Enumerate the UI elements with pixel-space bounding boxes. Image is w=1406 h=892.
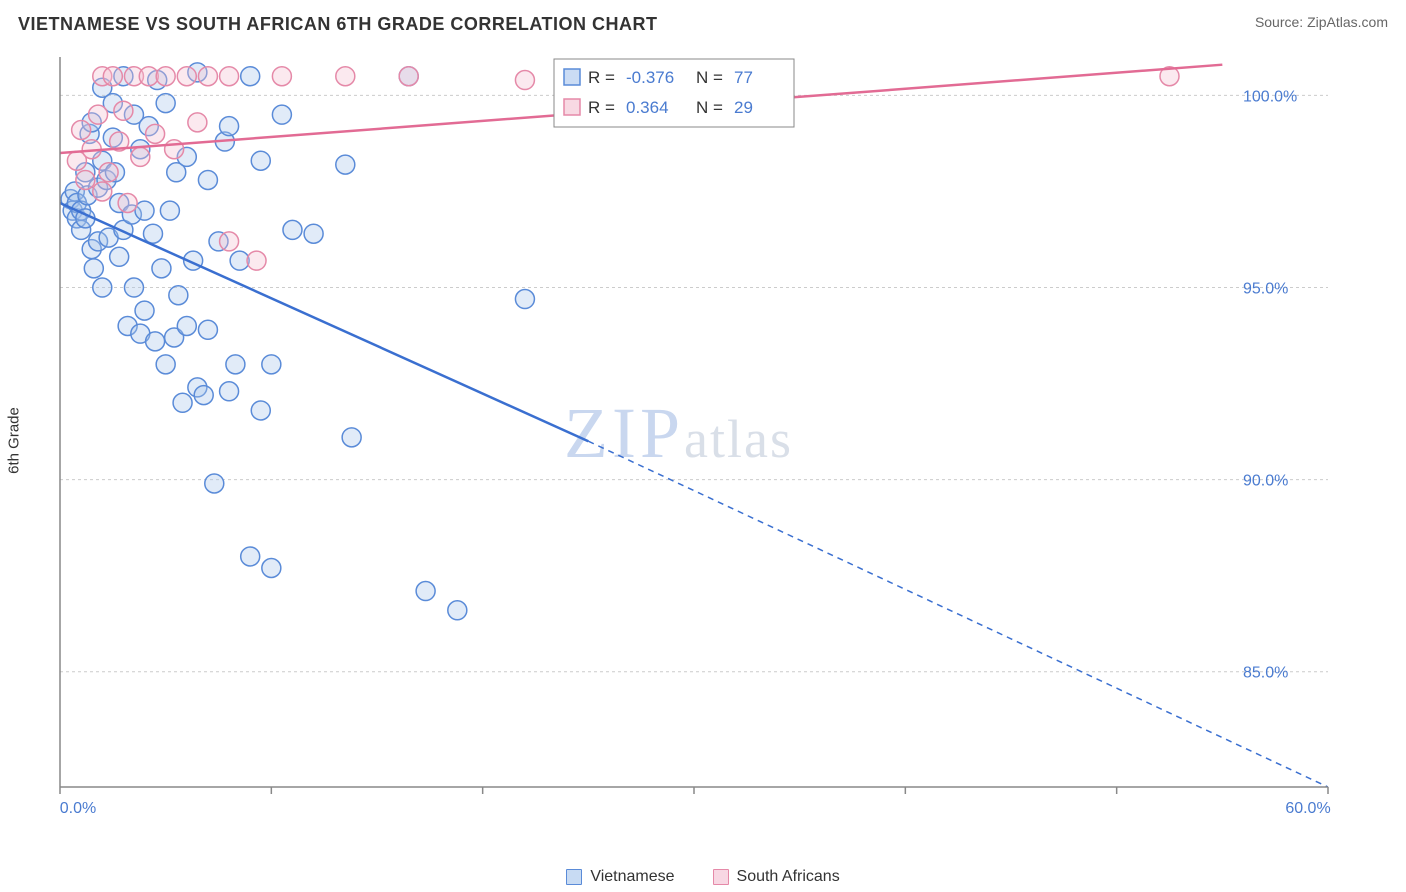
data-point bbox=[103, 67, 122, 86]
data-point bbox=[146, 332, 165, 351]
y-tick-label: 100.0% bbox=[1243, 88, 1297, 105]
data-point bbox=[143, 224, 162, 243]
y-tick-label: 95.0% bbox=[1243, 281, 1288, 298]
legend-label: Vietnamese bbox=[590, 868, 674, 886]
legend-n-label: N = bbox=[696, 98, 723, 117]
legend-n-value: 29 bbox=[734, 98, 753, 117]
x-tick-label: 0.0% bbox=[60, 800, 96, 817]
data-point bbox=[76, 170, 95, 189]
data-point bbox=[84, 259, 103, 278]
data-point bbox=[139, 67, 158, 86]
data-point bbox=[110, 247, 129, 266]
data-point bbox=[251, 401, 270, 420]
x-tick-label: 60.0% bbox=[1285, 800, 1330, 817]
legend-r-value: 0.364 bbox=[626, 98, 669, 117]
data-point bbox=[220, 232, 239, 251]
source-attribution: Source: ZipAtlas.com bbox=[1255, 14, 1388, 30]
data-point bbox=[342, 428, 361, 447]
legend-swatch bbox=[713, 869, 729, 885]
data-point bbox=[283, 220, 302, 239]
data-point bbox=[262, 355, 281, 374]
y-tick-label: 90.0% bbox=[1243, 473, 1288, 490]
y-tick-label: 85.0% bbox=[1243, 665, 1288, 682]
trend-line bbox=[60, 203, 588, 441]
data-point bbox=[135, 301, 154, 320]
data-point bbox=[188, 113, 207, 132]
data-point bbox=[146, 124, 165, 143]
legend-r-label: R = bbox=[588, 68, 615, 87]
bottom-legend: Vietnamese South Africans bbox=[0, 868, 1406, 886]
data-point bbox=[304, 224, 323, 243]
data-point bbox=[135, 201, 154, 220]
legend-r-label: R = bbox=[588, 98, 615, 117]
data-point bbox=[156, 94, 175, 113]
data-point bbox=[220, 117, 239, 136]
legend-swatch bbox=[566, 869, 582, 885]
chart-title: VIETNAMESE VS SOUTH AFRICAN 6TH GRADE CO… bbox=[18, 14, 658, 35]
data-point bbox=[336, 67, 355, 86]
legend-swatch bbox=[564, 69, 580, 85]
data-point bbox=[173, 393, 192, 412]
data-point bbox=[124, 278, 143, 297]
data-point bbox=[152, 259, 171, 278]
data-point bbox=[262, 559, 281, 578]
legend-n-value: 77 bbox=[734, 68, 753, 87]
data-point bbox=[251, 151, 270, 170]
data-point bbox=[194, 386, 213, 405]
data-point bbox=[72, 121, 91, 140]
data-point bbox=[241, 67, 260, 86]
data-point bbox=[230, 251, 249, 270]
data-point bbox=[165, 140, 184, 159]
data-point bbox=[198, 67, 217, 86]
legend-r-value: -0.376 bbox=[626, 68, 674, 87]
data-point bbox=[272, 105, 291, 124]
data-point bbox=[198, 320, 217, 339]
data-point bbox=[220, 67, 239, 86]
legend-n-label: N = bbox=[696, 68, 723, 87]
data-point bbox=[247, 251, 266, 270]
data-point bbox=[156, 355, 175, 374]
data-point bbox=[93, 182, 112, 201]
chart-container: 6th Grade 85.0%90.0%95.0%100.0%ZIPatlas0… bbox=[18, 47, 1388, 817]
data-point bbox=[416, 582, 435, 601]
data-point bbox=[205, 474, 224, 493]
data-point bbox=[169, 286, 188, 305]
legend-swatch bbox=[564, 99, 580, 115]
trend-line-extrapolated bbox=[588, 441, 1328, 787]
data-point bbox=[515, 290, 534, 309]
data-point bbox=[198, 170, 217, 189]
legend-label: South Africans bbox=[737, 868, 840, 886]
data-point bbox=[336, 155, 355, 174]
data-point bbox=[177, 67, 196, 86]
scatter-chart: 85.0% 90.0% 95.0% 100.0% ZIPatlas 0.0% 60.0% R … bbox=[18, 47, 1348, 817]
legend-item: Vietnamese bbox=[566, 868, 674, 886]
data-point bbox=[99, 163, 118, 182]
data-point bbox=[160, 201, 179, 220]
data-point bbox=[448, 601, 467, 620]
data-point bbox=[177, 316, 196, 335]
watermark: ZIPatlas bbox=[564, 393, 793, 473]
data-point bbox=[515, 71, 534, 90]
data-point bbox=[220, 382, 239, 401]
data-point bbox=[156, 67, 175, 86]
data-point bbox=[131, 147, 150, 166]
data-point bbox=[241, 547, 260, 566]
data-point bbox=[89, 105, 108, 124]
data-point bbox=[114, 101, 133, 120]
data-point bbox=[272, 67, 291, 86]
data-point bbox=[226, 355, 245, 374]
data-point bbox=[93, 278, 112, 297]
data-point bbox=[399, 67, 418, 86]
legend-item: South Africans bbox=[713, 868, 840, 886]
y-axis-label: 6th Grade bbox=[6, 407, 23, 474]
data-point bbox=[118, 194, 137, 213]
